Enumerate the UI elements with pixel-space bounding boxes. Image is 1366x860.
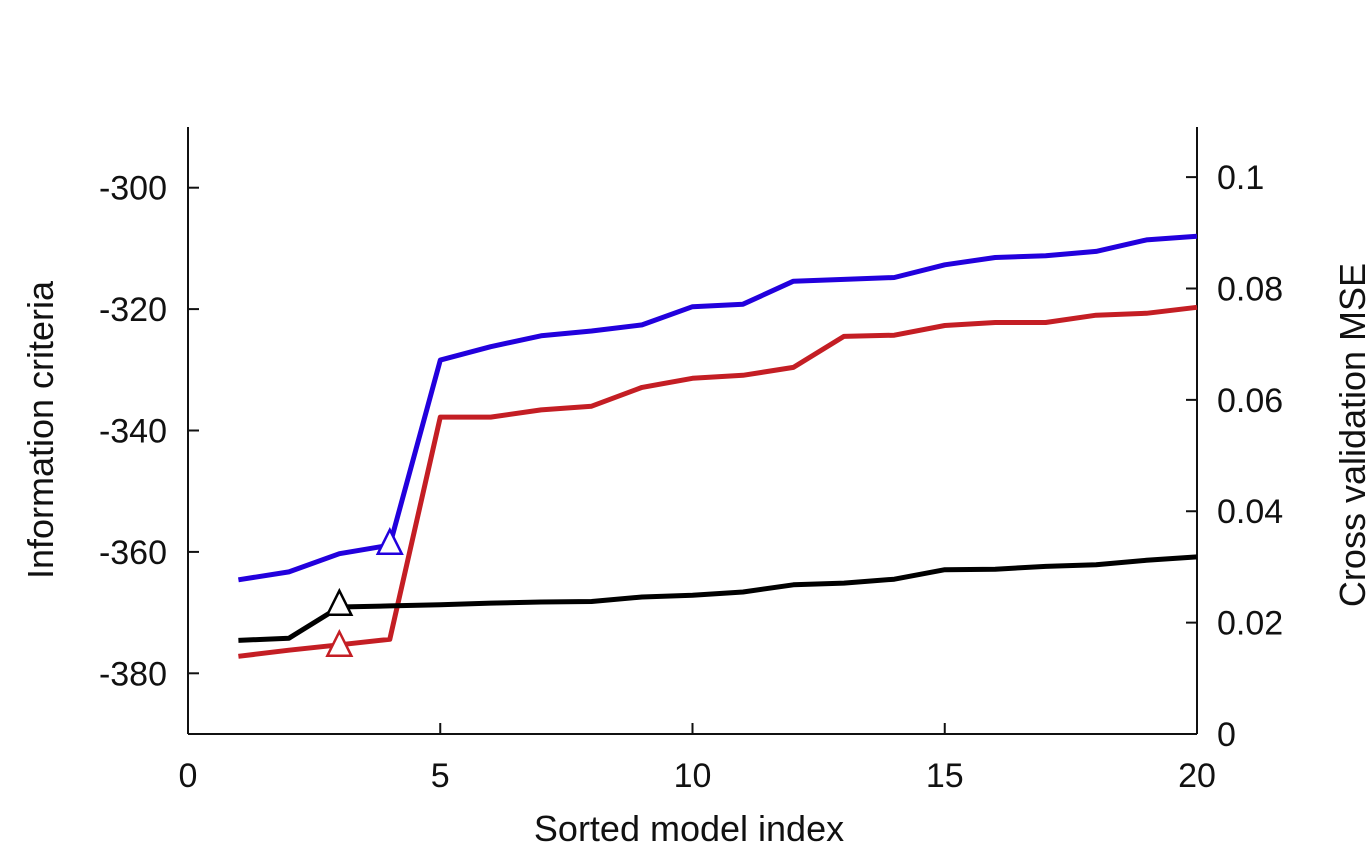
series-line-red: [238, 304, 1198, 659]
right-axis-title: Cross validation MSE: [1332, 263, 1366, 607]
x-axis-title: Sorted model index: [534, 808, 844, 849]
left-tick-label: -340: [99, 413, 167, 451]
left-axis-ticks: -300 -320 -340 -360 -380: [99, 170, 199, 693]
series-line-black: [238, 554, 1198, 643]
right-tick-label: 0: [1217, 716, 1236, 754]
left-axis-title: Information criteria: [20, 280, 61, 579]
x-tick-label: 0: [179, 757, 198, 795]
right-tick-label: 0.1: [1217, 159, 1264, 197]
left-tick-label: -380: [99, 655, 167, 693]
x-tick-label: 15: [926, 757, 964, 795]
right-tick-label: 0.06: [1217, 382, 1283, 420]
right-axis-ticks: 0 0.02 0.04 0.06 0.08 0.1: [1186, 159, 1283, 754]
x-axis-ticks: 0 5 10 15 20: [179, 723, 1216, 795]
right-tick-label: 0.04: [1217, 493, 1283, 531]
left-tick-label: -300: [99, 170, 167, 208]
marker-blue-triangle: [375, 526, 404, 556]
x-tick-label: 10: [674, 757, 712, 795]
marker-red-triangle: [325, 628, 354, 658]
series-layer: [238, 233, 1198, 659]
series-line-blue: [238, 233, 1198, 583]
right-tick-label: 0.08: [1217, 270, 1283, 308]
left-tick-label: -320: [99, 291, 167, 329]
marker-black-triangle: [325, 587, 354, 616]
left-tick-label: -360: [99, 534, 167, 572]
x-tick-label: 5: [431, 757, 450, 795]
marker-layer: [325, 526, 404, 658]
right-tick-label: 0.02: [1217, 605, 1283, 643]
x-tick-label: 20: [1178, 757, 1216, 795]
